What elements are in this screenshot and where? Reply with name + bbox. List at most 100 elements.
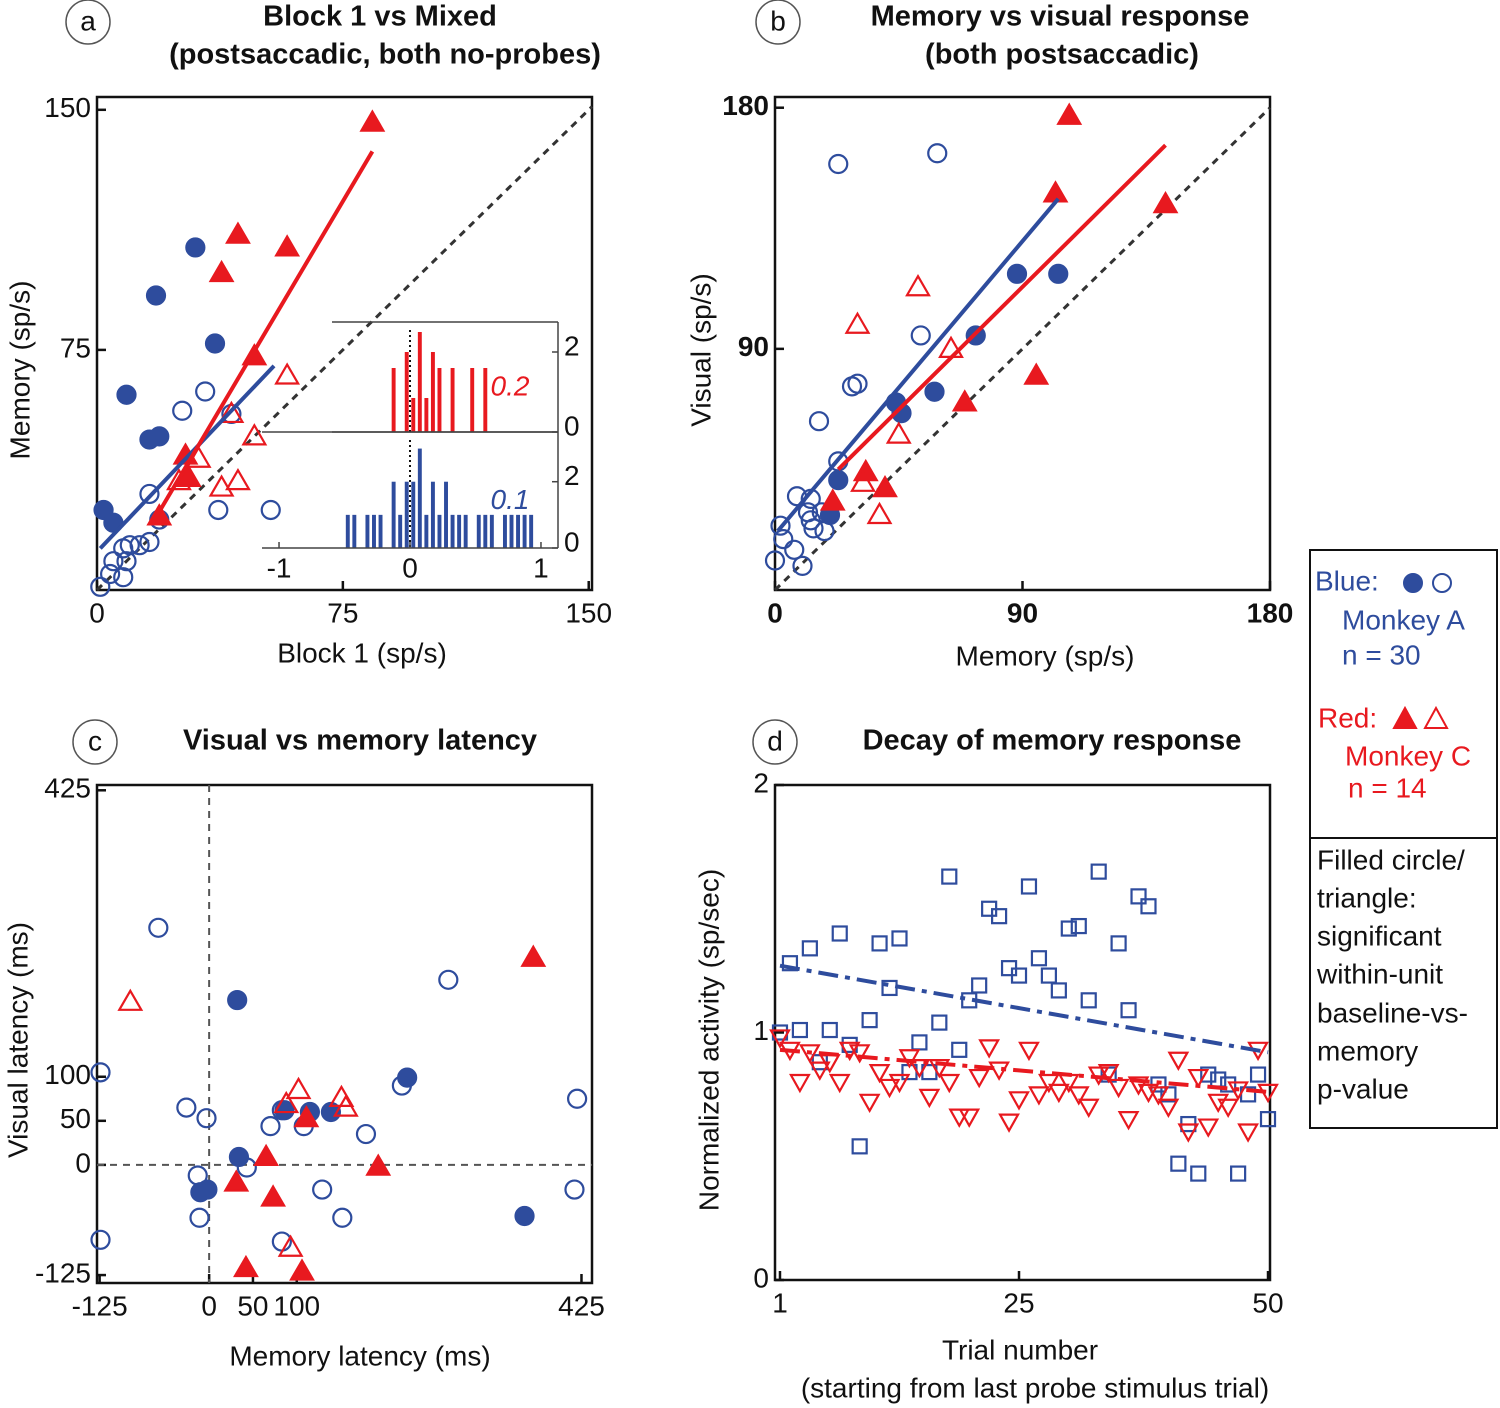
inset-chart: 020.2 [262,321,580,441]
point [1157,1098,1180,1118]
point [260,1116,281,1137]
point [225,221,251,244]
point [938,1073,961,1094]
point [784,539,805,560]
point [332,1207,353,1228]
point [1097,1064,1120,1084]
point [312,1179,333,1200]
chart-panel: 0 75 150 75 150 a Block 1 vs Mixed (postsaccadi… [4,0,612,668]
point [808,411,830,432]
y-tick-label: 425 [44,773,91,804]
x-tick-label: 0 [201,1290,217,1321]
point [931,1014,948,1031]
fit-line [836,143,1167,471]
histogram-bar [391,368,396,432]
panel-label-ring [65,0,111,45]
chart-title: Memory vs visual response [871,1,1250,33]
point [844,311,871,334]
point [1117,1111,1140,1131]
legend-note: baseline-vs- [1317,997,1468,1028]
point [971,977,988,994]
point [1023,362,1050,385]
y-tick-label: 0 [753,1262,769,1293]
panel-label: b [770,5,786,36]
point [821,1021,838,1039]
point [285,1076,312,1100]
point [951,1041,968,1058]
point [1197,1118,1220,1138]
histogram-bar [470,368,475,432]
point [831,925,848,942]
point [1060,920,1077,937]
point [260,499,281,521]
legend-text: Monkey A [1342,604,1465,635]
point [911,1034,928,1051]
point [1220,1076,1237,1093]
point [208,474,235,497]
plot-frame [773,783,1272,1282]
point [1006,263,1028,284]
point [1177,1123,1200,1143]
point [1010,967,1028,984]
point [567,1088,588,1109]
point [129,535,150,556]
y-tick-label: 180 [722,90,769,121]
histogram-bar [502,514,507,548]
point [1110,935,1127,952]
point [185,237,206,258]
point [187,1165,208,1186]
histogram-bar [463,514,468,548]
point [791,1021,808,1039]
legend-label: Red: [1318,702,1377,733]
x-tick-label: 100 [273,1290,320,1321]
y-tick-label: 0 [75,1147,91,1178]
point [1048,263,1069,284]
histogram-bar [457,514,462,548]
x-tick-label: -125 [72,1290,128,1321]
point [905,274,931,297]
point [792,555,813,576]
point [241,423,268,446]
point [769,1029,791,1049]
histogram-bar [483,514,488,548]
point [918,1088,941,1109]
point [1070,917,1087,935]
histogram-bar [437,368,442,432]
point [176,1097,197,1118]
point [885,421,912,444]
plot-frame [95,783,594,1285]
legend-note: within-unit [1316,958,1443,989]
x-axis-label: Memory latency (ms) [229,1340,490,1371]
y-axis-label: Memory (sp/s) [4,281,35,460]
point [819,488,846,511]
fit-line [98,364,276,550]
point [1210,1071,1227,1088]
point [828,1073,851,1094]
point [1200,1066,1217,1083]
x-tick-label: 1 [772,1287,788,1318]
panel-label-ring [72,719,118,765]
point [1227,1081,1250,1101]
point [888,1073,911,1094]
point [1152,190,1179,214]
legend-marker [1432,573,1452,593]
point [100,563,121,585]
y-tick-label: 100 [44,1059,91,1090]
point [564,1179,585,1200]
x-axis-label: Trial number [942,1334,1098,1365]
point [808,1061,831,1081]
histogram-bar [450,368,455,432]
inset-annotation: 0.1 [491,484,530,515]
point [149,426,170,447]
point [208,259,235,283]
point [223,1169,250,1192]
point [928,1059,951,1079]
point [878,1078,901,1099]
plot-frame [95,95,594,592]
point [1147,1086,1170,1106]
y-tick-label: 50 [60,1103,91,1134]
point [1249,1066,1267,1083]
point [866,501,893,525]
